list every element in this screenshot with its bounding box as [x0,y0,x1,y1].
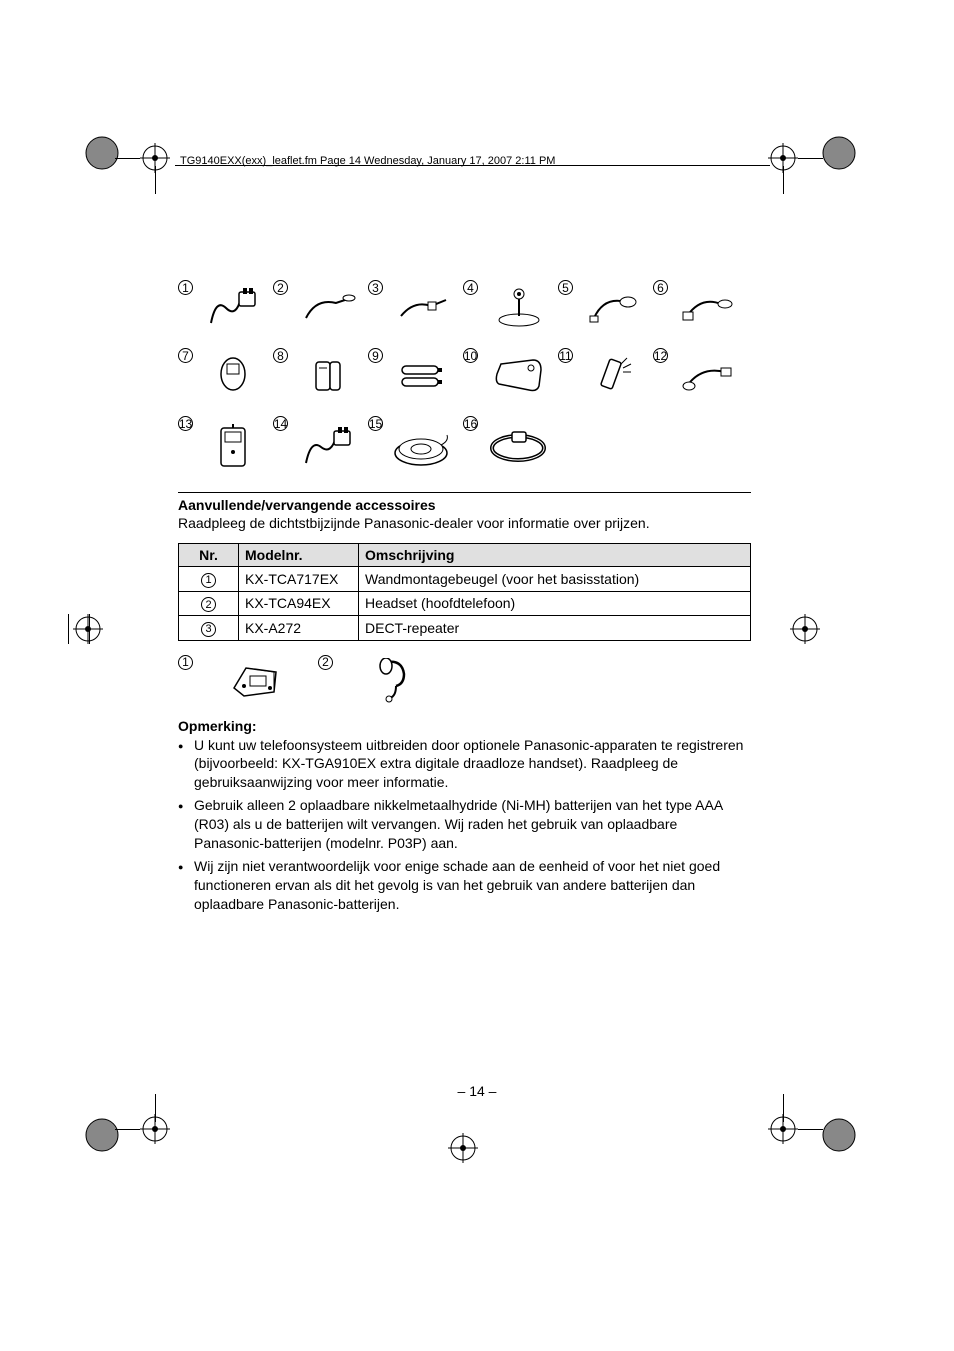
circled-number-icon: 12 [653,348,668,363]
accessory-drawing-icon [193,653,318,708]
accessory-icon-6: 6 [653,278,748,338]
accessory-icon-3: 3 [368,278,463,338]
accessory-icon-1: 1 [178,278,273,338]
accessory-icon-5: 5 [558,278,653,338]
registration-mark-icon [790,614,820,644]
circled-number-icon: 13 [178,416,193,431]
accessory-icon-14: 14 [273,414,368,480]
model-cell: KX-A272 [239,616,359,641]
page-number: – 14 – [0,1083,954,1099]
accessory-icon-2: 2 [273,278,368,338]
section-subtitle: Raadpleeg de dichtstbijzijnde Panasonic-… [178,515,751,531]
page-header: TG9140EXX(exx)_leaflet.fm Page 14 Wednes… [180,155,555,167]
accessory-icon-11: 11 [558,346,653,406]
note-bullet: U kunt uw telefoonsysteem uitbreiden doo… [178,736,751,793]
table-row: 1 KX-TCA717EXWandmontagebeugel (voor het … [179,567,751,592]
circled-number-icon: 4 [463,280,478,295]
corner-halftone-icon [85,136,119,170]
accessory-drawing-icon [193,414,273,480]
registration-mark-icon [448,1133,478,1163]
circled-number-icon: 2 [273,280,288,295]
note-bullets: U kunt uw telefoonsysteem uitbreiden doo… [178,736,751,914]
accessory-icons-row: 7 8 9 10 11 12 [178,346,751,406]
accessory-drawing-icon [288,414,368,480]
accessory-icon-8: 8 [273,346,368,406]
circled-number-icon: 1 [178,280,193,295]
circled-number-icon: 3 [201,622,216,637]
accessory-drawing-icon [478,346,558,406]
accessory-drawing-icon [573,346,653,406]
desc-cell: Headset (hoofdtelefoon) [359,591,751,616]
accessory-drawing-icon [478,414,558,480]
circled-number-icon: 14 [273,416,288,431]
note-title: Opmerking: [178,718,751,734]
accessory-drawing-icon [288,346,368,406]
desc-cell: Wandmontagebeugel (voor het basisstation… [359,567,751,592]
circled-number-icon: 15 [368,416,383,431]
accessory-drawing-icon [383,414,463,480]
accessories-table: Nr. Modelnr. Omschrijving 1 KX-TCA717EXWa… [178,543,751,641]
accessory-drawing-icon [193,346,273,406]
accessory-drawing-icon [668,278,748,338]
desc-cell: DECT-repeater [359,616,751,641]
circled-number-icon: 11 [558,348,573,363]
accessory-icon-4: 4 [463,278,558,338]
circled-number-icon: 2 [318,655,333,670]
model-cell: KX-TCA94EX [239,591,359,616]
accessory-drawing-icon [668,346,748,406]
accessory-icons-row: 13 14 15 16 [178,414,751,480]
accessory-drawing-icon [193,278,273,338]
accessory-icon-13: 13 [178,414,273,480]
accessory-drawing-icon [288,278,368,338]
accessory-icon-7: 7 [178,346,273,406]
table-row: 2 KX-TCA94EXHeadset (hoofdtelefoon) [179,591,751,616]
accessory-icon-12: 12 [653,346,748,406]
table-header-desc: Omschrijving [359,544,751,567]
section-divider [178,492,751,493]
accessory-drawing-icon [333,653,458,708]
circled-number-icon: 1 [201,573,216,588]
corner-halftone-icon [822,1118,856,1152]
accessory-drawing-icon [478,278,558,338]
corner-halftone-icon [85,1118,119,1152]
note-bullet: Gebruik alleen 2 oplaadbare nikkelmetaal… [178,796,751,853]
accessory-icon-9: 9 [368,346,463,406]
accessory-drawing-icon [573,278,653,338]
accessory-drawing-icon [383,346,463,406]
accessory-icons-row: 1 2 3 4 5 6 [178,278,751,338]
table-row: 3 KX-A272DECT-repeater [179,616,751,641]
circled-number-icon: 2 [201,597,216,612]
registration-mark-icon [73,614,103,644]
circled-number-icon: 10 [463,348,478,363]
accessory-icon-15: 15 [368,414,463,480]
circled-number-icon: 9 [368,348,383,363]
circled-number-icon: 7 [178,348,193,363]
section-title: Aanvullende/vervangende accessoires [178,497,751,513]
circled-number-icon: 1 [178,655,193,670]
accessory-drawing-icon [383,278,463,338]
circled-number-icon: 8 [273,348,288,363]
accessory-icon-10: 10 [463,346,558,406]
corner-halftone-icon [822,136,856,170]
accessory-below-2: 2 [318,653,458,708]
circled-number-icon: 16 [463,416,478,431]
model-cell: KX-TCA717EX [239,567,359,592]
circled-number-icon: 3 [368,280,383,295]
circled-number-icon: 5 [558,280,573,295]
accessory-below-1: 1 [178,653,318,708]
table-header-nr: Nr. [179,544,239,567]
accessory-below-icons: 12 [178,653,751,708]
table-header-model: Modelnr. [239,544,359,567]
circled-number-icon: 6 [653,280,668,295]
accessory-icon-16: 16 [463,414,558,480]
note-bullet: Wij zijn niet verantwoordelijk voor enig… [178,857,751,914]
